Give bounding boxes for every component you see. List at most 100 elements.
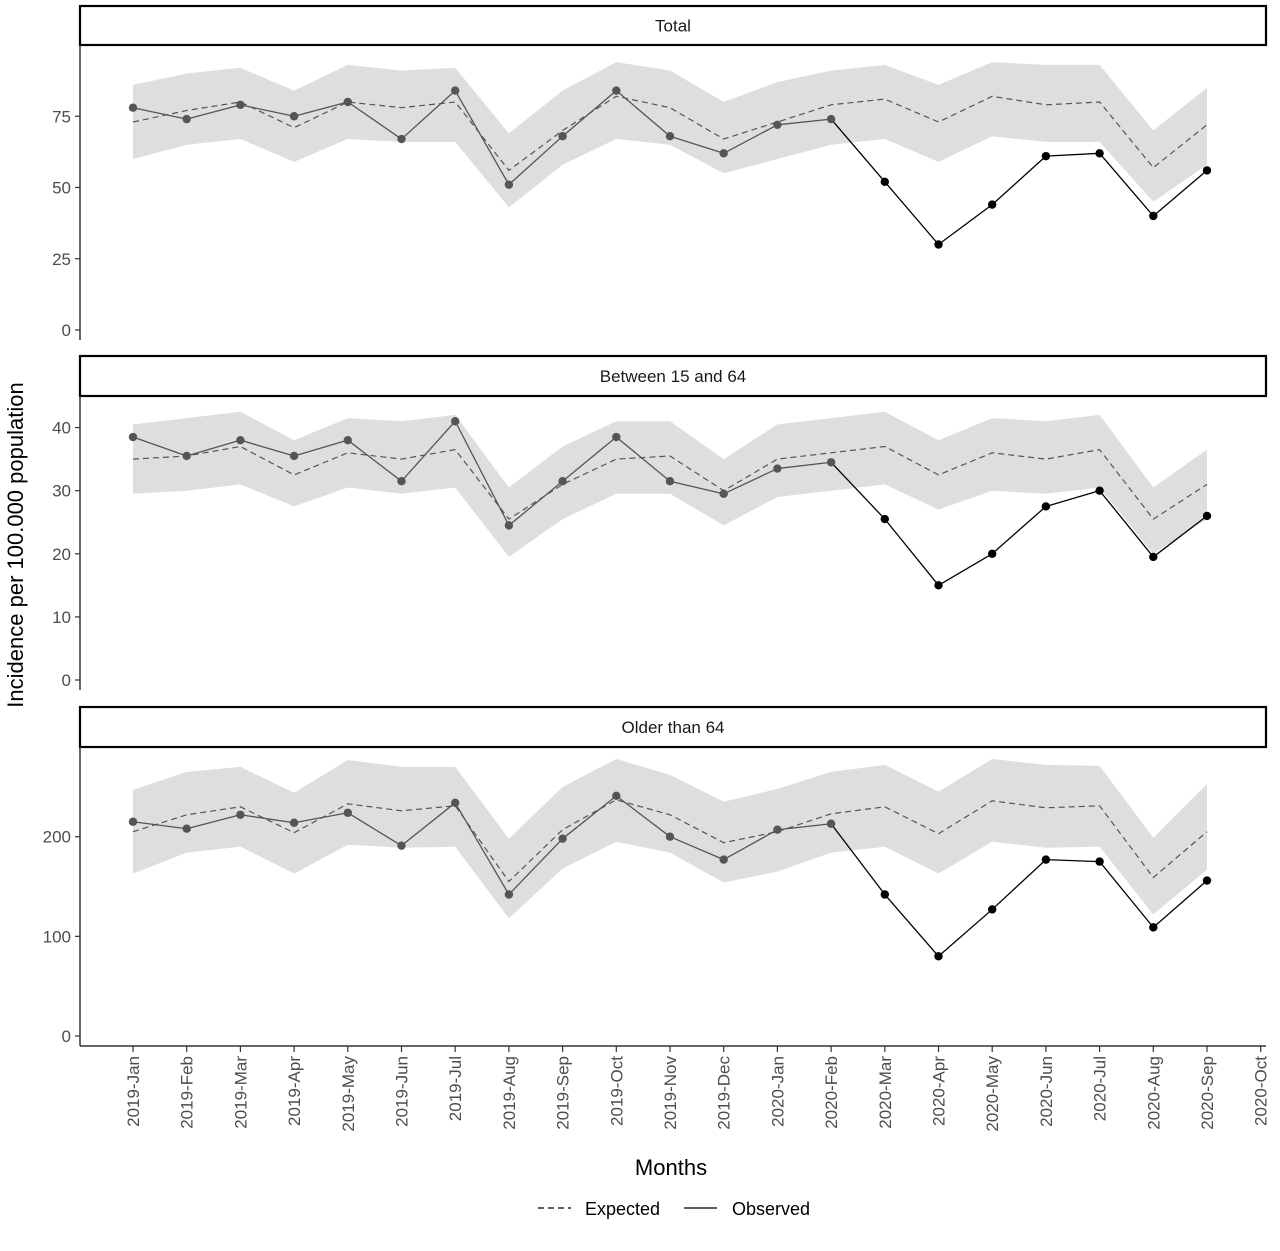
observed-point (1202, 876, 1212, 885)
observed-point (773, 464, 782, 473)
panel-title: Between 15 and 64 (600, 367, 747, 386)
y-tick-label: 0 (62, 321, 71, 340)
observed-point (719, 149, 728, 158)
legend-expected-label: Expected (585, 1199, 660, 1219)
x-tick-label: 2019-May (339, 1056, 358, 1132)
observed-segment (830, 118, 886, 183)
observed-point (451, 798, 460, 808)
x-tick-label: 2019-Apr (285, 1056, 304, 1126)
x-tick-label: 2020-Oct (1252, 1056, 1271, 1126)
observed-segment (293, 439, 348, 457)
observed-segment (669, 480, 724, 495)
y-tick-label: 20 (52, 545, 71, 564)
observed-segment (562, 90, 617, 137)
observed-segment (723, 829, 778, 861)
observed-segment (615, 90, 671, 137)
observed-point (289, 451, 299, 461)
observed-segment (991, 155, 1047, 206)
panel-2: Older than 64 0 100 200 (43, 705, 1268, 1046)
observed-point (773, 825, 782, 834)
observed-point (826, 819, 836, 828)
observed-point (612, 791, 621, 801)
observed-segment (240, 439, 295, 457)
observed-point (289, 818, 299, 827)
x-tick-label: 2020-Jun (1037, 1056, 1056, 1127)
observed-segment (938, 908, 993, 957)
observed-point (558, 132, 567, 141)
observed-point (934, 952, 943, 961)
panel-strip (78, 354, 1268, 398)
observed-segment (884, 894, 939, 957)
observed-segment (884, 518, 940, 586)
observed-segment (830, 461, 886, 520)
observed-segment (401, 90, 456, 140)
observed-point (343, 808, 352, 817)
observed-segment (723, 467, 778, 495)
panel-strip (78, 4, 1268, 47)
observed-point (1202, 511, 1212, 521)
y-tick-label: 50 (52, 179, 71, 198)
x-tick-label: 2019-Feb (178, 1056, 197, 1129)
panel-title: Older than 64 (621, 718, 724, 737)
observed-segment (669, 836, 724, 861)
observed-point (1149, 552, 1158, 562)
observed-point (1041, 502, 1051, 511)
observed-point (880, 514, 889, 524)
observed-point (182, 824, 191, 833)
observed-segment (293, 812, 348, 824)
observed-point (1095, 149, 1104, 158)
observed-segment (562, 795, 617, 840)
observed-segment (401, 420, 456, 482)
observed-point (182, 451, 191, 461)
observed-segment (1152, 169, 1208, 217)
legend-observed-label: Observed (732, 1199, 810, 1219)
expected-line (132, 799, 1208, 883)
observed-segment (240, 814, 295, 824)
observed-segment (615, 436, 671, 482)
observed-segment (723, 124, 778, 154)
observed-point (1041, 855, 1051, 864)
observed-point (236, 435, 245, 445)
y-axis-title: Incidence per 100.000 population (3, 382, 28, 707)
observed-segment (347, 812, 402, 847)
observed-segment (454, 90, 510, 185)
observed-segment (777, 823, 832, 831)
x-tick-label: 2020-Apr (930, 1056, 949, 1126)
observed-point (397, 841, 406, 850)
panel-1: Between 15 and 64 0 10 20 30 40 (52, 354, 1268, 690)
observed-point (719, 489, 728, 499)
observed-point (558, 834, 567, 843)
x-tick-label: 2020-Jan (768, 1056, 787, 1127)
observed-segment (1152, 880, 1208, 928)
y-tick-label: 0 (62, 671, 71, 690)
observed-point (1149, 923, 1158, 932)
x-tick-label: 2019-Dec (715, 1056, 734, 1130)
observed-segment (669, 135, 724, 154)
observed-segment (991, 505, 1047, 555)
observed-point (397, 477, 406, 486)
observed-point (880, 177, 889, 186)
observed-segment (508, 480, 564, 526)
observed-point (1202, 166, 1212, 175)
observed-point (397, 134, 406, 144)
observed-segment (132, 436, 187, 457)
x-tick-label: 2019-Nov (661, 1056, 680, 1130)
observed-point (612, 432, 621, 442)
observed-segment (777, 118, 832, 126)
observed-point (826, 458, 836, 467)
observed-point (1041, 151, 1051, 161)
observed-segment (1152, 515, 1208, 558)
observed-segment (508, 838, 564, 895)
x-tick-label: 2019-Jul (446, 1056, 465, 1121)
observed-point (289, 112, 299, 121)
observed-segment (938, 553, 993, 586)
y-tick-label: 25 (52, 250, 71, 269)
observed-point (773, 120, 782, 129)
observed-point (128, 817, 138, 826)
y-tick-label: 10 (52, 608, 71, 627)
x-tick-label: 2020-May (983, 1056, 1002, 1132)
observed-segment (1099, 152, 1154, 217)
observed-point (504, 521, 514, 530)
observed-point (934, 581, 943, 590)
